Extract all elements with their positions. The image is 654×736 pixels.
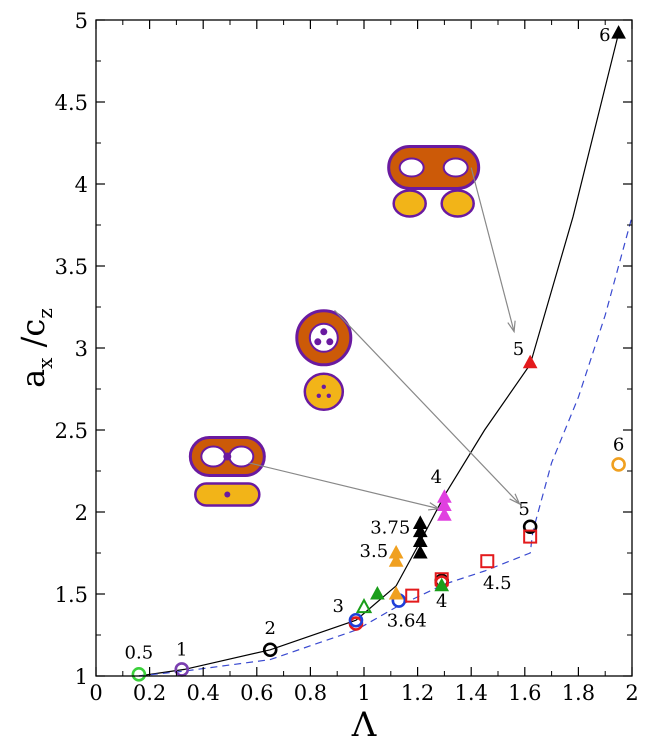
marker-triangle-black: [412, 533, 428, 548]
inset-cross-section: [303, 372, 345, 412]
x-axis-label: Λ: [351, 705, 377, 736]
inset-hole: [442, 157, 469, 178]
point-label: 2: [264, 618, 275, 639]
x-tick-label: 0.4: [186, 681, 219, 705]
marker-triangle-magenta: [437, 497, 452, 511]
arrow-head: [509, 493, 521, 506]
solid-curve: [138, 32, 620, 677]
y-tick-label: 3: [75, 337, 88, 361]
inset-pictograms: [188, 145, 481, 507]
x-tick-label: 0.8: [294, 681, 327, 705]
marker-square-red: [480, 554, 495, 569]
inset-cross-section: [392, 189, 427, 218]
point-label: 3: [333, 596, 344, 617]
point-label: 3.75: [370, 518, 410, 539]
inset-hole: [200, 445, 227, 468]
inset-cross-dot: [224, 491, 231, 498]
x-tick-label: 1.8: [562, 681, 595, 705]
x-tick-label: 1.4: [454, 681, 487, 705]
arrow-line: [248, 462, 440, 510]
plot-frame: [95, 19, 633, 677]
y-axis-label-a: a: [14, 369, 52, 388]
marker-circle-orange: [611, 457, 626, 472]
y-tick-label: 4.5: [55, 91, 88, 115]
marker-circle-black: [262, 642, 278, 658]
marker-square-red: [523, 529, 538, 544]
x-tick-label: 0: [89, 681, 102, 705]
x-tick-label: 2: [625, 681, 638, 705]
marker-circle-black: [522, 519, 538, 535]
point-labels: 0.5 1 2 3 3.5 3.64 3.75 4 4 4.5 5 5 6 6: [125, 25, 625, 663]
marker-triangle-red: [522, 354, 538, 369]
x-tick-label: 0.2: [133, 681, 166, 705]
point-label: 0.5: [125, 642, 154, 663]
x-tick-label: 0.6: [240, 681, 273, 705]
marker-triangle-orange: [388, 544, 404, 559]
point-label: 5: [518, 499, 529, 520]
x-tick-label: 1.6: [508, 681, 541, 705]
arrow-line: [470, 167, 515, 332]
y-tick-label: 1.5: [55, 583, 88, 607]
y-tick-label: 1: [75, 665, 88, 689]
data-markers: [131, 25, 626, 682]
inset-cross-dot: [316, 393, 321, 398]
marker-triangle-magenta: [437, 507, 452, 521]
point-label: 6: [599, 25, 610, 46]
point-label: 3.64: [387, 611, 427, 632]
y-axis-label-z: z: [33, 308, 57, 319]
point-label: 4: [436, 591, 447, 612]
inset-core-dot: [320, 328, 328, 336]
marker-triangle-green: [370, 585, 385, 600]
arrow-line: [334, 309, 520, 505]
fit-curves: [138, 32, 633, 677]
x-tick-label: 1: [357, 681, 370, 705]
arrow-head: [507, 320, 516, 334]
y-tick-label: 2: [75, 501, 88, 525]
marker-triangle-black: [412, 515, 428, 529]
point-label: 4: [431, 467, 442, 488]
point-label: 4.5: [483, 573, 512, 594]
marker-triangle-black: [611, 25, 626, 39]
marker-triangle-magenta: [437, 489, 452, 503]
inset-two-hole-peanut: [188, 436, 266, 507]
inset-outer-body: [387, 145, 481, 191]
marker-square-red: [405, 588, 420, 603]
y-axis-label-c: /c: [14, 319, 52, 358]
y-tick-label: 5: [75, 9, 88, 33]
inset-cross-section: [440, 189, 475, 218]
marker-triangle-orange: [388, 553, 404, 567]
x-tick-label: 1.2: [401, 681, 434, 705]
y-tick-label: 2.5: [55, 419, 88, 443]
axis-ticks: 0 0.2 0.4 0.6 0.8 1 1.2 1.4 1.6 1.8 2 1 1.5 2 2.5 3 3.5 4…: [55, 9, 639, 705]
marker-circle-lightgreen: [131, 667, 147, 682]
y-axis-label: ax /cz: [14, 308, 57, 388]
marker-circle-blue: [348, 612, 364, 628]
annotation-arrows: [248, 167, 521, 511]
marker-triangle-black: [412, 523, 428, 538]
inset-cross-dot: [326, 393, 331, 398]
inset-hole: [398, 157, 425, 178]
marker-triangle-orange: [388, 585, 404, 600]
inset-three-hole-disk: [295, 309, 353, 412]
inset-two-hole-dumbbell: [387, 145, 481, 218]
point-label: 6: [613, 434, 624, 455]
inset-core-dot: [314, 338, 322, 346]
inset-hole: [308, 322, 339, 353]
dashed-curve: [138, 216, 633, 677]
marker-triangle-black: [412, 544, 428, 559]
axis-titles: Λ ax /cz: [14, 308, 377, 736]
point-label: 3.5: [360, 541, 389, 562]
point-label: 5: [513, 339, 524, 360]
y-tick-label: 3.5: [55, 255, 88, 279]
marker-triangle-green: [434, 577, 450, 592]
point-label: 1: [176, 639, 187, 660]
y-tick-label: 4: [75, 173, 88, 197]
inset-cross-dot: [321, 384, 326, 389]
marker-triangle-green: [355, 598, 373, 614]
y-axis-label-x: x: [33, 357, 57, 369]
inset-core-dot: [223, 452, 232, 461]
inset-core-dot: [326, 338, 334, 346]
